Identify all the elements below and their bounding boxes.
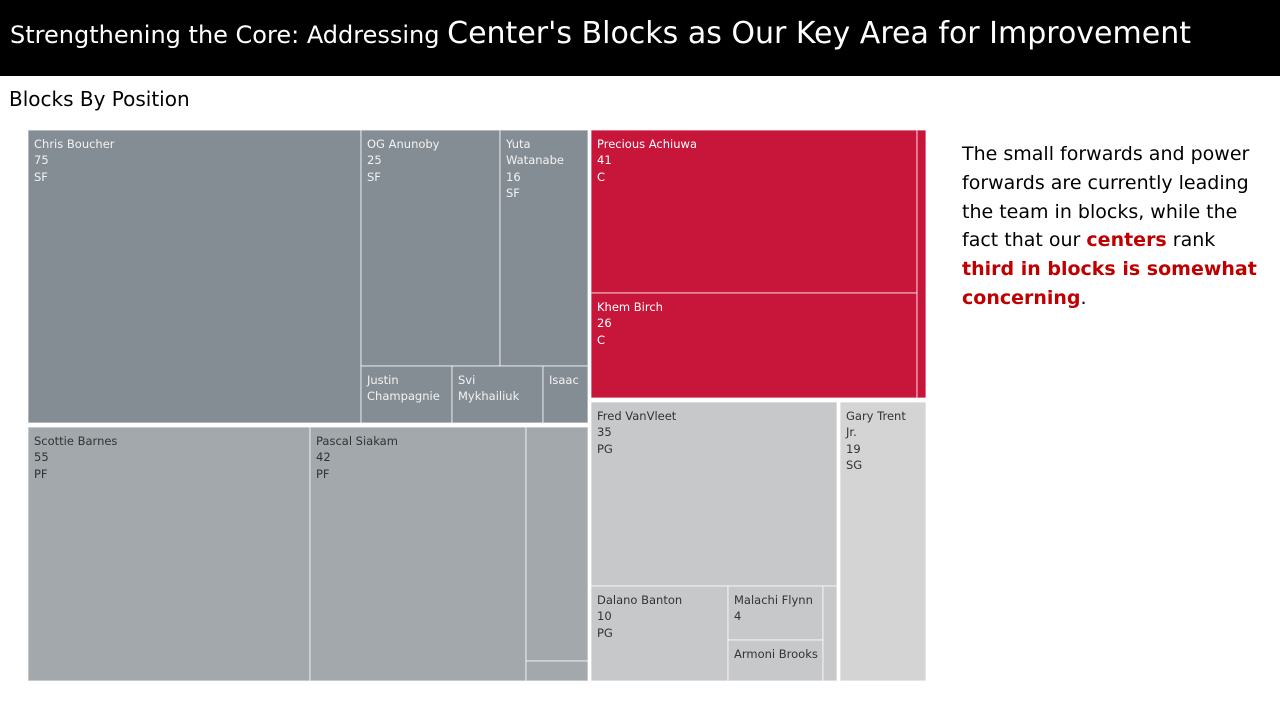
- treemap-tile-armoni-brooks[interactable]: [727, 639, 824, 682]
- treemap-tile-gary-trent-jr[interactable]: [839, 401, 927, 682]
- tile-label-line: 19: [846, 441, 861, 456]
- slide-title-prefix: Strengthening the Core: Addressing: [10, 21, 448, 49]
- tile-label-line: SF: [506, 185, 520, 200]
- tile-label-line: PF: [34, 466, 48, 481]
- tile-label-fred-vanvleet: Fred VanVleet 35 PG: [597, 408, 676, 457]
- slide-title-emphasis: Center's Blocks as Our Key Area for Impr…: [447, 16, 1191, 51]
- annotation-part1: The small forwards and power forwards ar…: [962, 143, 1250, 252]
- treemap-tile-malachi-flynn[interactable]: [727, 585, 824, 641]
- tile-label-line: Svi: [458, 373, 476, 387]
- tile-label-line: Watanabe: [506, 153, 564, 168]
- tile-label-line: 55: [34, 450, 49, 465]
- annotation-highlight-third: third in blocks is somewhat concerning: [962, 258, 1257, 309]
- treemap-tile-dalano-banton[interactable]: [590, 585, 729, 682]
- tile-label-line: Mykhailiuk: [458, 389, 520, 404]
- tile-label-line: PG: [597, 625, 613, 640]
- treemap-tile-precious-achiuwa[interactable]: [590, 129, 918, 294]
- treemap-tile-unlabeled[interactable]: [822, 585, 838, 682]
- treemap-tile-unlabeled[interactable]: [916, 129, 927, 399]
- tile-label-yuta-watanabe: Yuta Watanabe 16 SF: [506, 136, 564, 201]
- chart-title: Blocks By Position: [9, 87, 190, 111]
- tile-label-line: 42: [316, 450, 331, 465]
- tile-label-line: Chris Boucher: [34, 137, 115, 151]
- tile-label-line: Scottie Barnes: [34, 434, 118, 448]
- tile-label-isaac: Isaac: [549, 372, 579, 388]
- tile-label-line: Khem Birch: [597, 300, 663, 314]
- tile-label-line: Armoni Brooks: [734, 647, 818, 661]
- tile-label-svi-mykhailiuk: Svi Mykhailiuk: [458, 372, 519, 405]
- tile-label-line: Champagnie: [367, 389, 440, 404]
- tile-label-line: Jr.: [846, 425, 857, 440]
- tile-label-gary-trent-jr: Gary Trent Jr. 19 SG: [846, 408, 906, 473]
- tile-label-line: 75: [34, 153, 49, 168]
- tile-label-line: 41: [597, 153, 612, 168]
- tile-label-line: Malachi Flynn: [734, 593, 813, 607]
- annotation-highlight-centers: centers: [1086, 229, 1167, 252]
- tile-label-line: C: [597, 169, 606, 184]
- tile-label-line: 10: [597, 609, 612, 624]
- tile-label-line: 26: [597, 316, 612, 331]
- treemap-tile-unlabeled[interactable]: [525, 426, 589, 662]
- treemap-chart: [27, 129, 927, 682]
- annotation-text: The small forwards and power forwards ar…: [962, 140, 1267, 313]
- tile-label-line: 4: [734, 609, 742, 624]
- tile-label-line: PF: [316, 466, 330, 481]
- treemap-tile-isaac[interactable]: [542, 365, 589, 424]
- treemap-tile-fred-vanvleet[interactable]: [590, 401, 838, 587]
- tile-label-line: SF: [34, 169, 48, 184]
- tile-label-line: Precious Achiuwa: [597, 137, 697, 151]
- slide-title: Strengthening the Core: Addressing Cente…: [10, 16, 1191, 51]
- tile-label-line: OG Anunoby: [367, 137, 440, 151]
- tile-label-khem-birch: Khem Birch 26 C: [597, 299, 663, 348]
- tile-label-precious-achiuwa: Precious Achiuwa 41 C: [597, 136, 697, 185]
- tile-label-line: SG: [846, 457, 863, 472]
- annotation-part3: .: [1080, 286, 1087, 309]
- tile-label-pascal-siakam: Pascal Siakam 42 PF: [316, 433, 398, 482]
- tile-label-chris-boucher: Chris Boucher 75 SF: [34, 136, 115, 185]
- treemap-tile-yuta-watanabe[interactable]: [499, 129, 589, 367]
- tile-label-malachi-flynn: Malachi Flynn 4: [734, 592, 813, 625]
- tile-label-armoni-brooks: Armoni Brooks: [734, 646, 818, 662]
- treemap-tile-chris-boucher[interactable]: [27, 129, 362, 424]
- tile-label-line: Gary Trent: [846, 409, 906, 423]
- tile-label-line: C: [597, 332, 606, 347]
- treemap-tile-unlabeled[interactable]: [525, 660, 589, 682]
- tile-label-justin-champagnie: Justin Champagnie: [367, 372, 440, 405]
- tile-label-dalano-banton: Dalano Banton 10 PG: [597, 592, 682, 641]
- tile-label-line: 35: [597, 425, 612, 440]
- treemap-tile-pascal-siakam[interactable]: [309, 426, 527, 682]
- annotation-part2: rank: [1166, 229, 1216, 252]
- tile-label-line: PG: [597, 441, 613, 456]
- tile-label-line: Dalano Banton: [597, 593, 683, 607]
- tile-label-line: Isaac: [549, 373, 579, 387]
- treemap-tile-justin-champagnie[interactable]: [360, 365, 453, 424]
- tile-label-line: Fred VanVleet: [597, 409, 677, 423]
- tile-label-og-anunoby: OG Anunoby 25 SF: [367, 136, 440, 185]
- tile-label-line: 25: [367, 153, 382, 168]
- treemap-tile-khem-birch[interactable]: [590, 292, 918, 399]
- tile-label-scottie-barnes: Scottie Barnes 55 PF: [34, 433, 117, 482]
- tile-label-line: Yuta: [506, 137, 531, 151]
- title-bar: Strengthening the Core: Addressing Cente…: [0, 0, 1280, 76]
- tile-label-line: 16: [506, 169, 521, 184]
- tile-label-line: Justin: [367, 373, 399, 387]
- tile-label-line: SF: [367, 169, 381, 184]
- treemap-tile-scottie-barnes[interactable]: [27, 426, 311, 682]
- treemap-tile-svi-mykhailiuk[interactable]: [451, 365, 544, 424]
- tile-label-line: Pascal Siakam: [316, 434, 398, 448]
